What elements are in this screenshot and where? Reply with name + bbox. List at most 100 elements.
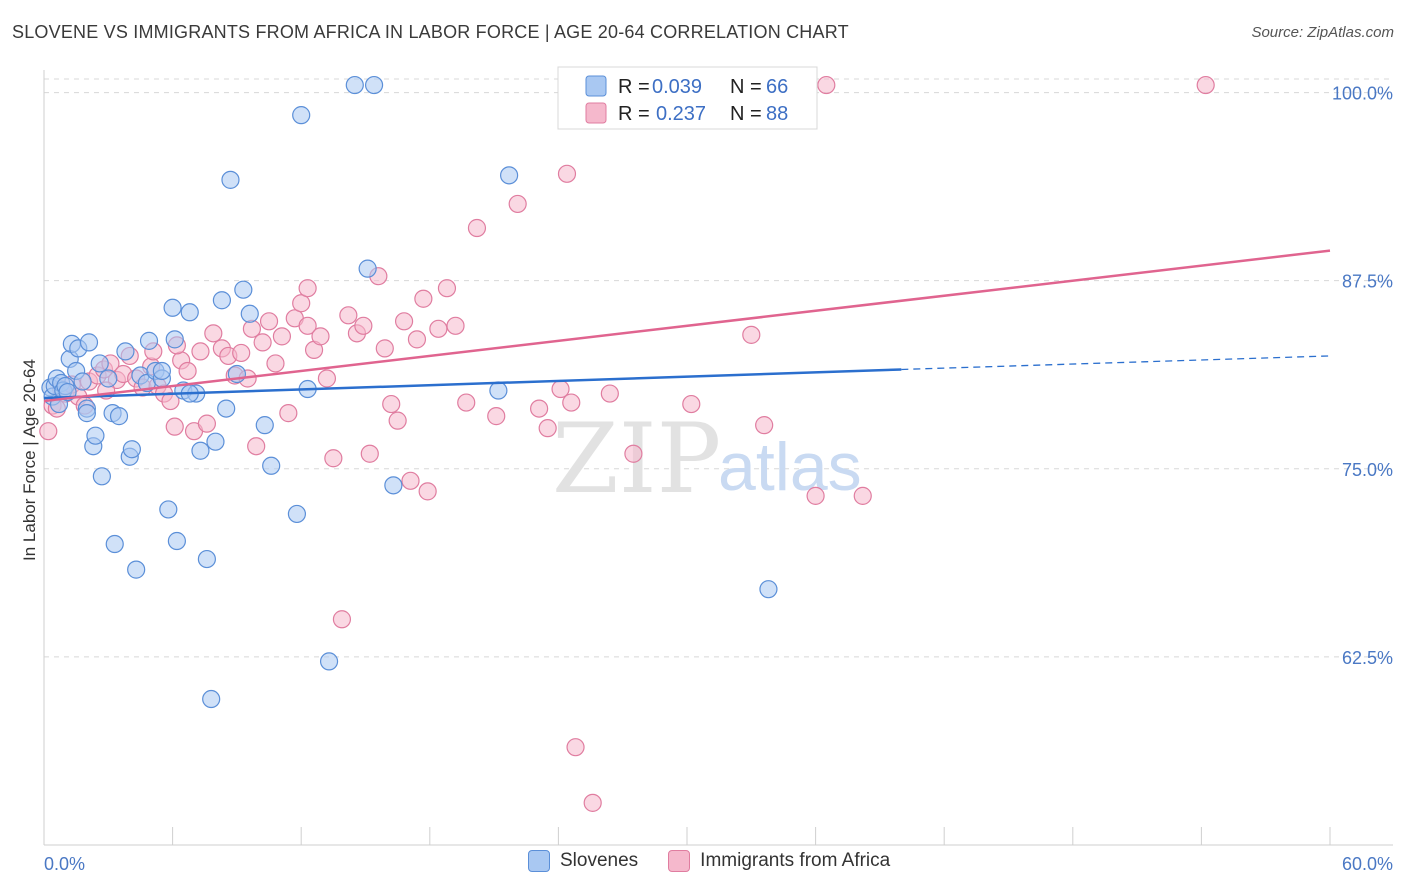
africa-point	[311, 327, 330, 346]
africa-point	[414, 289, 433, 308]
bottom-legend-item-slovenes: Slovenes	[528, 850, 638, 872]
africa-point	[557, 164, 577, 183]
slovene-point	[240, 304, 259, 323]
africa-point	[1196, 75, 1215, 95]
bottom-legend-swatch-africa	[668, 850, 691, 872]
slovene-point	[139, 331, 159, 350]
slovene-point	[489, 381, 508, 400]
bottom-legend-item-africa: Immigrants from Africa	[668, 850, 890, 872]
bottom-legend-label-slovenes: Slovenes	[560, 850, 639, 871]
y-axis-label: In Labor Force | Age 20-64	[20, 359, 39, 561]
africa-point	[197, 414, 216, 433]
slovene-point	[262, 456, 281, 475]
slovene-point	[255, 416, 274, 435]
africa-point	[467, 218, 487, 238]
africa-point	[298, 279, 317, 298]
slovene-point	[212, 291, 231, 310]
slovene-point	[77, 404, 96, 423]
africa-point	[332, 610, 352, 629]
africa-point	[178, 361, 197, 381]
y-tick-label: 75.0%	[1342, 460, 1393, 480]
africa-point	[429, 319, 448, 338]
legend-n-value-slovenes: 66	[766, 76, 788, 98]
slovene-point	[180, 303, 199, 322]
africa-point	[242, 319, 262, 338]
correlation-legend: R = 0.039 N = 66 R = 0.237 N = 88	[557, 66, 818, 130]
slovene-point	[159, 500, 178, 519]
bottom-legend-label-africa: Immigrants from Africa	[700, 850, 891, 871]
slovene-point	[234, 280, 253, 299]
slovene-point	[202, 689, 221, 709]
slovene-point	[197, 549, 216, 569]
legend-n-label-africa: N =	[730, 103, 762, 125]
x-tick-label-max: 60.0%	[1342, 854, 1393, 874]
slovene-point	[345, 75, 364, 95]
slovene-point	[206, 432, 225, 451]
slovene-point	[163, 298, 182, 317]
slovene-point	[759, 580, 778, 599]
slovene-point	[73, 372, 92, 391]
slovene-point	[116, 342, 135, 361]
slovenes-trend-line	[43, 368, 902, 400]
africa-point	[538, 419, 557, 438]
slovene-point	[99, 369, 118, 388]
slovene-point	[287, 504, 307, 524]
africa-point	[817, 75, 836, 95]
legend-n-value-africa: 88	[766, 103, 788, 125]
africa-point	[266, 354, 285, 373]
slovenes-trend-extension	[901, 355, 1331, 371]
africa-point	[232, 343, 251, 363]
slovene-point	[90, 354, 109, 373]
slovene-point	[79, 333, 99, 352]
legend-n-label-slovenes: N =	[730, 76, 762, 98]
y-tick-label: 62.5%	[1342, 648, 1393, 668]
africa-point	[165, 417, 184, 436]
africa-point	[253, 333, 272, 352]
africa-point	[298, 316, 317, 335]
africa-point	[508, 194, 527, 214]
legend-r-label-slovenes: R =	[618, 76, 650, 98]
africa-point	[259, 312, 279, 331]
slovene-point	[109, 407, 129, 426]
africa-point	[204, 324, 223, 343]
africa-trend-line	[43, 249, 1331, 403]
africa-point	[418, 482, 437, 501]
africa-point	[562, 393, 581, 412]
legend-r-label-africa: R =	[618, 103, 650, 125]
slovene-point	[122, 440, 141, 459]
africa-point	[566, 738, 585, 757]
africa-point	[247, 437, 266, 456]
africa-point	[742, 325, 761, 344]
slovene-point	[152, 361, 171, 381]
grid-layer	[44, 78, 1393, 658]
y-tick-label: 100.0%	[1332, 84, 1393, 104]
slovene-point	[292, 106, 311, 125]
africa-point	[279, 404, 298, 423]
africa-point	[624, 444, 643, 463]
africa-point	[806, 486, 825, 505]
slovene-point	[364, 75, 384, 95]
legend-swatch-slovenes	[585, 75, 607, 97]
bottom-legend: Slovenes Immigrants from Africa	[528, 850, 920, 872]
africa-point	[292, 294, 311, 313]
trend-lines	[43, 249, 1331, 403]
slovene-point	[358, 259, 377, 278]
axis-layer: 62.5% 75.0% 87.5% 100.0%	[43, 70, 1393, 846]
slovene-point	[384, 476, 403, 495]
slovene-point	[221, 170, 240, 189]
africa-point	[354, 316, 373, 335]
slovene-point	[167, 531, 186, 551]
africa-point	[191, 342, 210, 361]
legend-swatch-africa	[585, 102, 607, 124]
africa-point	[446, 316, 465, 335]
slovene-point	[105, 534, 124, 554]
africa-point	[339, 306, 358, 325]
y-tick-label: 87.5%	[1342, 272, 1393, 292]
slovene-point	[127, 560, 146, 579]
africa-point	[600, 384, 619, 403]
slovene-point	[217, 399, 236, 418]
slovene-point	[500, 166, 519, 185]
legend-r-value-slovenes: 0.039	[652, 76, 702, 98]
africa-point	[401, 471, 420, 490]
africa-point	[161, 391, 180, 411]
